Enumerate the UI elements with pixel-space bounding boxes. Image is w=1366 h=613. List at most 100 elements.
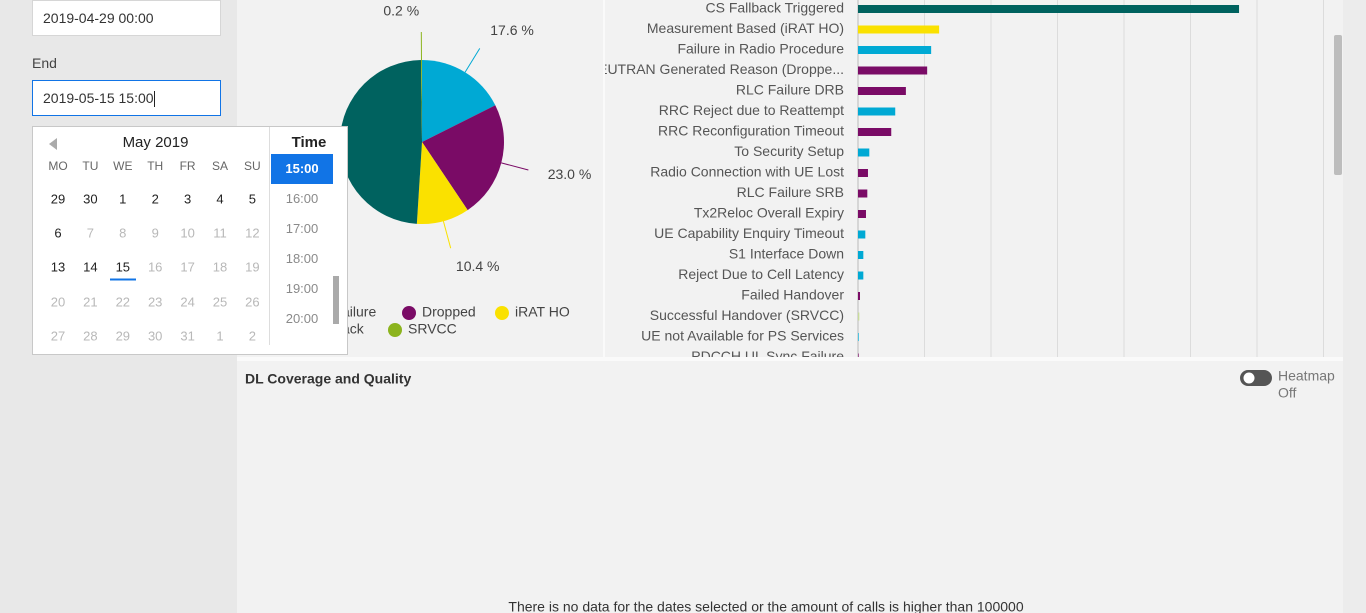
bar [858, 292, 860, 300]
day[interactable]: 13 [50, 259, 66, 275]
end-label: End [32, 55, 57, 71]
prev-month[interactable] [48, 138, 58, 150]
divider [269, 127, 270, 345]
day[interactable]: 6 [54, 225, 62, 241]
legend-label: Dropped [422, 304, 476, 320]
toggle-state: Off [1278, 385, 1297, 401]
day[interactable]: 2 [151, 191, 159, 207]
time-option[interactable]: 18:00 [285, 251, 319, 266]
category-label: Reject Due to Cell Latency [678, 266, 844, 282]
category-label: PDCCH UL Sync Failure [691, 348, 844, 364]
value-label: 17.6 % [490, 22, 534, 38]
day[interactable]: 29 [115, 328, 131, 344]
pie-slice [340, 60, 422, 224]
bar-panel [605, 0, 1343, 357]
bar [858, 333, 859, 341]
bar [858, 230, 866, 239]
category-label: UE not Available for PS Services [641, 328, 844, 344]
right-gutter [1343, 0, 1366, 613]
day[interactable]: 27 [50, 328, 66, 344]
category-label: To Security Setup [734, 143, 844, 159]
day[interactable]: 1 [119, 191, 127, 207]
time-option[interactable]: 15:00 [271, 154, 333, 184]
toggle-knob[interactable] [1243, 372, 1255, 384]
legend-marker [388, 323, 402, 337]
leader-line [501, 162, 529, 171]
day[interactable]: 19 [245, 259, 260, 275]
bar [858, 210, 866, 218]
time-option[interactable]: 16:00 [285, 191, 319, 206]
day[interactable]: 11 [213, 225, 227, 241]
day[interactable]: 16 [147, 259, 163, 275]
bar [858, 66, 928, 75]
category-label: UE Capability Enquiry Timeout [654, 225, 844, 241]
scrollbar-thumb[interactable] [1334, 35, 1342, 175]
bar [858, 148, 870, 157]
bar [858, 87, 906, 95]
day[interactable]: 25 [212, 294, 228, 310]
bar [858, 312, 860, 321]
day[interactable]: 2 [248, 328, 256, 344]
bar [858, 46, 932, 54]
category-label: RLC Failure DRB [736, 82, 844, 98]
day[interactable]: 12 [245, 225, 260, 241]
day[interactable]: 29 [50, 191, 66, 207]
bar [858, 107, 896, 116]
category-label: RRC Reconfiguration Timeout [658, 123, 844, 139]
leader-line [464, 48, 481, 73]
day[interactable]: 23 [147, 294, 163, 310]
time-option[interactable]: 19:00 [285, 281, 319, 296]
legend-label: SRVCC [408, 321, 457, 337]
day[interactable]: 17 [180, 259, 195, 275]
day[interactable]: 26 [245, 294, 260, 310]
day[interactable]: 10 [180, 225, 195, 241]
month-title: May 2019 [122, 134, 189, 151]
day[interactable]: 9 [151, 225, 159, 241]
bar [858, 251, 864, 259]
day[interactable]: 1 [216, 328, 224, 344]
day[interactable]: 30 [83, 191, 98, 207]
category-label: S1 Interface Down [729, 246, 844, 262]
day[interactable]: 30 [147, 328, 163, 344]
value-label: 10.4 % [456, 258, 500, 274]
day[interactable]: 18 [212, 259, 228, 275]
start-input[interactable]: 2019-04-29 00:00 [32, 0, 221, 36]
weekday: FR [179, 159, 196, 173]
datepicker: May 2019 Time MO TU WE TH FR SA SU 29 30 1 2 3 4 5 6 7 8… [32, 126, 348, 355]
end-input[interactable]: 2019-05-15 15:00 [32, 80, 221, 116]
category-label: Tx2Reloc Overall Expiry [694, 205, 844, 221]
input-value: 2019-05-15 15:00 [43, 90, 154, 106]
pie-slice [422, 105, 504, 211]
category-label: CS Fallback Triggered [705, 0, 844, 16]
day[interactable]: 28 [83, 328, 98, 344]
caret [153, 91, 155, 108]
day[interactable]: 22 [115, 294, 131, 310]
category-label: Radio Connection with UE Lost [650, 164, 844, 180]
day[interactable]: 8 [119, 225, 127, 241]
day[interactable]: 24 [180, 294, 195, 310]
weekday: SU [244, 159, 261, 173]
weekday: SA [211, 159, 228, 173]
bar [858, 5, 1240, 13]
category-label: RRC Reject due to Reattempt [659, 102, 844, 118]
legend-label: iRAT HO [515, 304, 570, 320]
bar [858, 128, 892, 136]
day[interactable]: 21 [83, 294, 98, 310]
day[interactable]: 5 [248, 191, 256, 207]
day[interactable]: 14 [83, 259, 98, 275]
toggle-label: Heatmap [1278, 368, 1335, 384]
bar [858, 271, 864, 280]
time-option[interactable]: 20:00 [285, 311, 319, 326]
day[interactable]: 3 [183, 191, 192, 207]
day[interactable]: 7 [86, 225, 94, 241]
day[interactable]: 15 [109, 260, 136, 281]
time-option[interactable]: 17:00 [285, 221, 319, 236]
day[interactable]: 20 [50, 294, 66, 310]
panel-title: DL Coverage and Quality [245, 371, 411, 387]
coverage-panel [237, 361, 1343, 613]
time-scrollbar[interactable] [333, 276, 339, 324]
day[interactable]: 4 [216, 191, 224, 207]
day[interactable]: 31 [180, 328, 195, 344]
